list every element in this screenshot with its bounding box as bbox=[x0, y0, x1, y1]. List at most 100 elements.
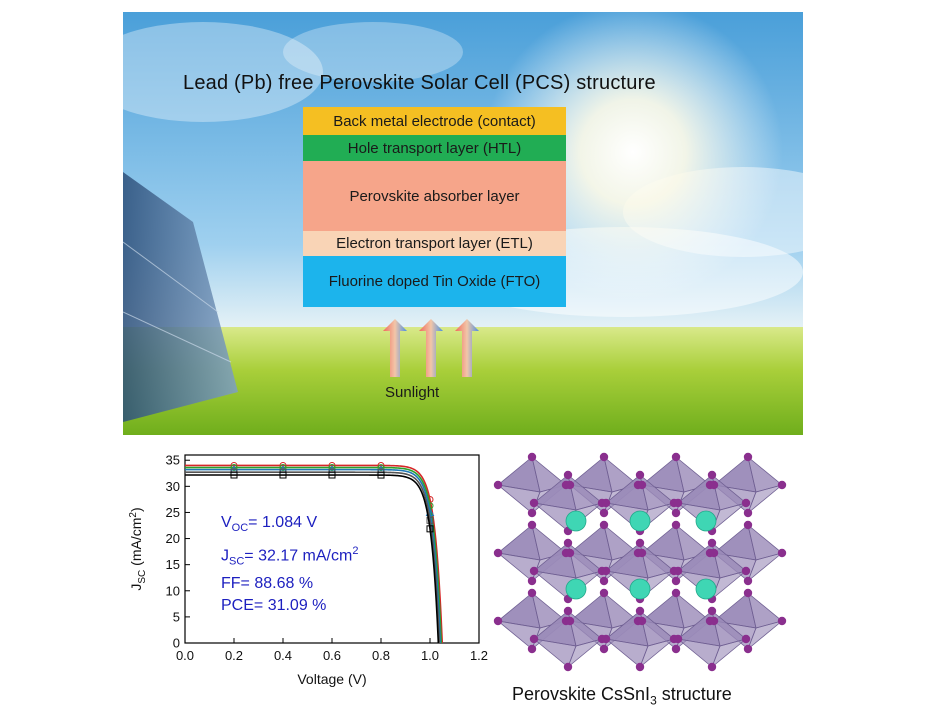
sunlight-arrow-1 bbox=[383, 319, 407, 377]
x-tick-label: 1.0 bbox=[421, 648, 439, 663]
cesium-atoms bbox=[565, 510, 717, 600]
series-group bbox=[185, 461, 444, 644]
iodine-atom bbox=[743, 576, 753, 586]
y-tick-label: 35 bbox=[166, 453, 180, 468]
series-marker-2 bbox=[377, 464, 385, 472]
iodine-atom bbox=[601, 566, 611, 576]
y-tick-label: 5 bbox=[173, 609, 180, 624]
layer-perovskite-label: Perovskite absorber layer bbox=[349, 187, 520, 205]
x-tick-label: 0.8 bbox=[372, 648, 390, 663]
x-tick-label: 0.2 bbox=[225, 648, 243, 663]
octahedron-face bbox=[711, 638, 747, 669]
iodine-atom bbox=[565, 616, 575, 626]
iodine-atom bbox=[527, 588, 537, 598]
iodine-atom bbox=[673, 634, 683, 644]
cesium-atom bbox=[629, 510, 651, 532]
iodine-atom bbox=[743, 644, 753, 654]
series-marker-5 bbox=[230, 471, 238, 479]
iodine-atom bbox=[637, 480, 647, 490]
layer-back-electrode-label: Back metal electrode (contact) bbox=[333, 112, 536, 130]
x-axis-title: Voltage (V) bbox=[297, 671, 366, 687]
iodine-atom bbox=[493, 548, 503, 558]
x-tick-label: 0.4 bbox=[274, 648, 292, 663]
iodine-atom bbox=[707, 662, 717, 672]
iodine-atom bbox=[529, 498, 539, 508]
iodine-atom bbox=[563, 470, 573, 480]
series-line-2 bbox=[185, 466, 443, 644]
series-marker-2 bbox=[328, 464, 336, 472]
iodine-atom bbox=[527, 520, 537, 530]
jv-chart: 0.0 0.2 0.4 0.6 0.8 1.0 1.2 0 5 10 15 20 25 30 35 Volt… bbox=[123, 445, 493, 715]
cesium-atom bbox=[695, 578, 717, 600]
crystal-structure-svg bbox=[493, 452, 787, 672]
voc-metric: VOC= 1.084 V bbox=[221, 514, 318, 535]
iodine-atom bbox=[599, 576, 609, 586]
series-marker-5 bbox=[279, 471, 287, 479]
sunlight-arrow-3 bbox=[455, 319, 479, 377]
series-marker-1 bbox=[279, 461, 287, 469]
iodine-atom bbox=[527, 508, 537, 518]
cell-layer-stack: Back metal electrode (contact) Hole tran… bbox=[303, 107, 566, 307]
iodine-atom bbox=[527, 644, 537, 654]
layer-etl-label: Electron transport layer (ETL) bbox=[336, 235, 533, 252]
layer-htl-label: Hole transport layer (HTL) bbox=[347, 139, 522, 157]
cesium-atom bbox=[565, 510, 587, 532]
iodine-atom bbox=[599, 588, 609, 598]
iodine-atom bbox=[563, 538, 573, 548]
iodine-atom bbox=[709, 480, 719, 490]
iodine-atom bbox=[743, 452, 753, 462]
iodine-atom bbox=[635, 662, 645, 672]
layer-htl: Hole transport layer (HTL) bbox=[303, 135, 566, 161]
iodine-atom bbox=[601, 634, 611, 644]
y-axis-title: JSC (mA/cm2) bbox=[128, 507, 148, 590]
jv-chart-svg: 0.0 0.2 0.4 0.6 0.8 1.0 1.2 0 5 10 15 20 25 30 35 Volt… bbox=[128, 453, 488, 687]
iodine-atom bbox=[673, 566, 683, 576]
iodine-atom bbox=[777, 480, 787, 490]
x-tick-label: 0.0 bbox=[176, 648, 194, 663]
cesium-atom bbox=[629, 578, 651, 600]
layer-back-electrode: Back metal electrode (contact) bbox=[303, 107, 566, 135]
octahedra-group bbox=[496, 455, 783, 669]
octahedron-face bbox=[747, 552, 783, 583]
pce-metric: PCE= 31.09 % bbox=[221, 597, 327, 615]
iodine-atom bbox=[563, 662, 573, 672]
series-line-5 bbox=[185, 474, 440, 644]
crystal-label: Perovskite CsSnI3 structure bbox=[512, 684, 732, 708]
iodine-atom bbox=[709, 548, 719, 558]
series-line-1 bbox=[185, 464, 444, 644]
iodine-atom bbox=[635, 470, 645, 480]
iodine-atom bbox=[599, 644, 609, 654]
solar-banner: Lead (Pb) free Perovskite Solar Cell (PC… bbox=[123, 12, 803, 435]
ff-metric: FF= 88.68 % bbox=[221, 574, 314, 592]
iodine-atom bbox=[493, 616, 503, 626]
series-marker-1 bbox=[328, 461, 336, 469]
cesium-atom bbox=[565, 578, 587, 600]
x-tick-label: 0.6 bbox=[323, 648, 341, 663]
cesium-atom bbox=[695, 510, 717, 532]
sunlight-arrow-2 bbox=[419, 319, 443, 377]
iodine-atom bbox=[671, 576, 681, 586]
series-marker-1 bbox=[230, 461, 238, 469]
iodine-atom bbox=[637, 616, 647, 626]
y-tick-label: 30 bbox=[166, 479, 180, 494]
iodine-atom bbox=[529, 566, 539, 576]
series-marker-4 bbox=[426, 516, 434, 524]
iodine-atom bbox=[565, 548, 575, 558]
octahedron-face bbox=[747, 484, 783, 515]
y-tick-label: 10 bbox=[166, 583, 180, 598]
iodine-atom bbox=[635, 606, 645, 616]
iodine-atom bbox=[527, 452, 537, 462]
series-line-3 bbox=[185, 468, 442, 644]
layer-etl: Electron transport layer (ETL) bbox=[303, 231, 566, 256]
iodine-atom bbox=[599, 520, 609, 530]
layer-perovskite: Perovskite absorber layer bbox=[303, 161, 566, 231]
iodine-atom bbox=[671, 452, 681, 462]
series-marker-5 bbox=[426, 525, 434, 533]
series-marker-2 bbox=[230, 464, 238, 472]
iodine-atom bbox=[565, 480, 575, 490]
iodine-atom bbox=[671, 508, 681, 518]
iodine-atoms bbox=[493, 452, 787, 672]
iodine-atom bbox=[527, 576, 537, 586]
iodine-atom bbox=[777, 548, 787, 558]
iodine-atom bbox=[671, 644, 681, 654]
